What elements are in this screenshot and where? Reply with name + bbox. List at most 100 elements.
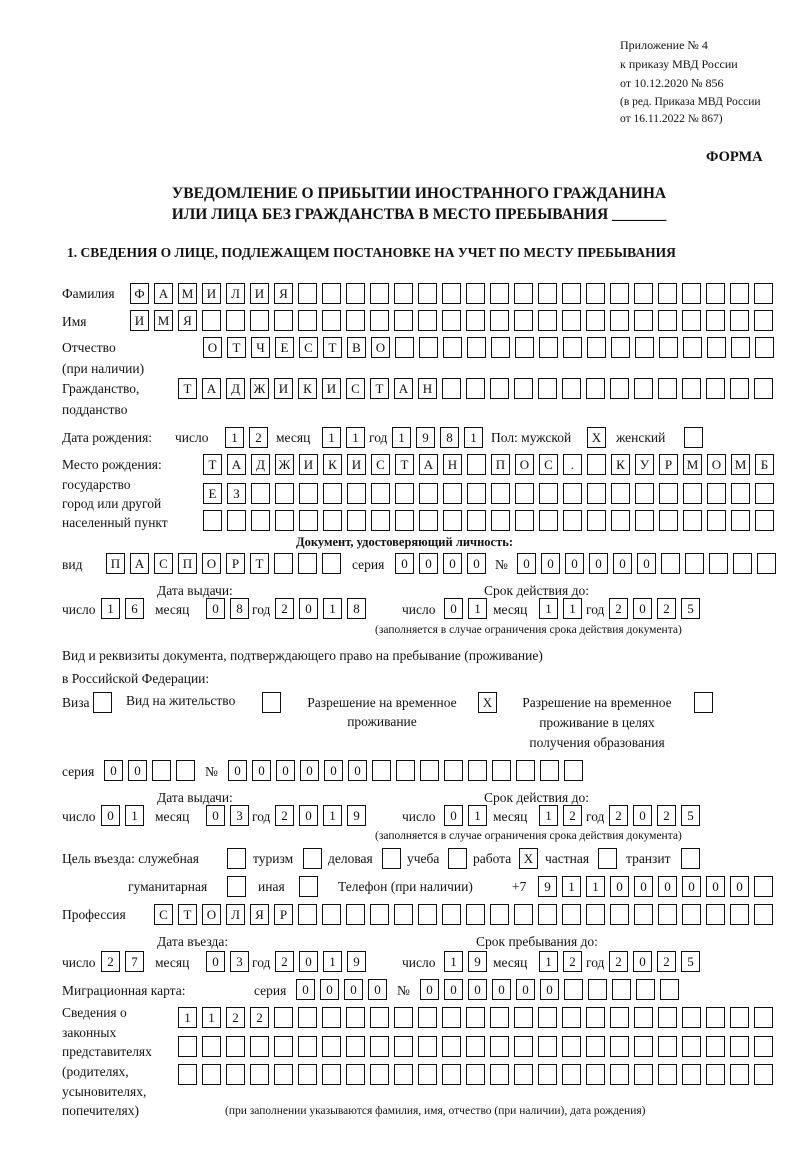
form-cell[interactable]: Ф bbox=[130, 283, 149, 304]
form-cell[interactable] bbox=[298, 1007, 317, 1028]
form-cell[interactable] bbox=[612, 979, 631, 1000]
form-cell[interactable]: 9 bbox=[538, 876, 557, 897]
form-cell[interactable] bbox=[610, 283, 629, 304]
form-cell[interactable] bbox=[395, 510, 414, 531]
form-cell[interactable] bbox=[658, 378, 677, 399]
form-cell[interactable] bbox=[467, 510, 486, 531]
form-cell[interactable] bbox=[658, 283, 677, 304]
form-cell[interactable] bbox=[587, 510, 606, 531]
form-cell[interactable] bbox=[514, 1064, 533, 1085]
form-cell[interactable] bbox=[490, 1064, 509, 1085]
form-cell[interactable]: 2 bbox=[609, 951, 628, 972]
form-cell[interactable] bbox=[754, 876, 773, 897]
form-cell[interactable] bbox=[539, 337, 558, 358]
visa-checkbox[interactable] bbox=[93, 692, 112, 713]
form-cell[interactable] bbox=[467, 483, 486, 504]
form-cell[interactable] bbox=[562, 283, 581, 304]
form-cell[interactable] bbox=[274, 1036, 293, 1057]
form-cell[interactable]: Д bbox=[226, 378, 245, 399]
form-cell[interactable] bbox=[491, 510, 510, 531]
form-cell[interactable]: К bbox=[323, 454, 342, 475]
form-cell[interactable]: 1 bbox=[178, 1007, 197, 1028]
form-cell[interactable]: Т bbox=[227, 337, 246, 358]
form-cell[interactable] bbox=[323, 510, 342, 531]
form-cell[interactable] bbox=[611, 483, 630, 504]
form-cell[interactable] bbox=[634, 1064, 653, 1085]
form-cell[interactable]: 0 bbox=[228, 760, 247, 781]
form-cell[interactable]: 0 bbox=[633, 598, 652, 619]
form-cell[interactable] bbox=[586, 310, 605, 331]
form-cell[interactable]: Т bbox=[178, 904, 197, 925]
form-cell[interactable] bbox=[419, 510, 438, 531]
form-cell[interactable] bbox=[298, 310, 317, 331]
form-cell[interactable]: О bbox=[515, 454, 534, 475]
form-cell[interactable]: Р bbox=[226, 553, 245, 574]
form-cell[interactable] bbox=[562, 1064, 581, 1085]
form-cell[interactable] bbox=[658, 1036, 677, 1057]
form-cell[interactable]: И bbox=[322, 378, 341, 399]
form-cell[interactable] bbox=[709, 553, 728, 574]
form-cell[interactable] bbox=[490, 1036, 509, 1057]
form-cell[interactable] bbox=[706, 1064, 725, 1085]
form-cell[interactable] bbox=[371, 483, 390, 504]
form-cell[interactable]: 0 bbox=[516, 979, 535, 1000]
purpose-business-checkbox[interactable] bbox=[382, 848, 401, 869]
form-cell[interactable]: А bbox=[202, 378, 221, 399]
form-cell[interactable] bbox=[442, 310, 461, 331]
form-cell[interactable] bbox=[659, 337, 678, 358]
form-cell[interactable] bbox=[202, 310, 221, 331]
form-cell[interactable] bbox=[707, 510, 726, 531]
form-cell[interactable] bbox=[706, 1036, 725, 1057]
form-cell[interactable]: М bbox=[178, 283, 197, 304]
form-cell[interactable]: С bbox=[154, 904, 173, 925]
form-cell[interactable] bbox=[610, 1007, 629, 1028]
form-cell[interactable] bbox=[610, 310, 629, 331]
form-cell[interactable]: 0 bbox=[541, 553, 560, 574]
form-cell[interactable]: Т bbox=[370, 378, 389, 399]
form-cell[interactable] bbox=[491, 483, 510, 504]
form-cell[interactable]: 1 bbox=[322, 427, 341, 448]
purpose-official-checkbox[interactable] bbox=[227, 848, 246, 869]
form-cell[interactable] bbox=[634, 904, 653, 925]
form-cell[interactable] bbox=[370, 1036, 389, 1057]
purpose-private-checkbox[interactable] bbox=[598, 848, 617, 869]
form-cell[interactable]: 8 bbox=[230, 598, 249, 619]
form-cell[interactable] bbox=[634, 1007, 653, 1028]
form-cell[interactable]: X bbox=[587, 427, 606, 448]
form-cell[interactable]: 1 bbox=[202, 1007, 221, 1028]
form-cell[interactable] bbox=[682, 378, 701, 399]
form-cell[interactable] bbox=[681, 848, 700, 869]
form-cell[interactable]: 0 bbox=[128, 760, 147, 781]
form-cell[interactable] bbox=[298, 1036, 317, 1057]
form-cell[interactable]: 0 bbox=[206, 598, 225, 619]
form-cell[interactable]: О bbox=[707, 454, 726, 475]
form-cell[interactable]: 7 bbox=[125, 951, 144, 972]
form-cell[interactable]: А bbox=[419, 454, 438, 475]
form-cell[interactable]: И bbox=[347, 454, 366, 475]
form-cell[interactable]: 1 bbox=[323, 951, 342, 972]
form-cell[interactable] bbox=[658, 1007, 677, 1028]
form-cell[interactable]: 2 bbox=[275, 951, 294, 972]
form-cell[interactable] bbox=[322, 283, 341, 304]
form-cell[interactable]: Р bbox=[659, 454, 678, 475]
sex-male-checkbox[interactable]: X bbox=[587, 427, 606, 448]
form-cell[interactable] bbox=[346, 904, 365, 925]
form-cell[interactable]: П bbox=[491, 454, 510, 475]
form-cell[interactable] bbox=[562, 1007, 581, 1028]
form-cell[interactable] bbox=[394, 310, 413, 331]
form-cell[interactable] bbox=[634, 283, 653, 304]
form-cell[interactable] bbox=[303, 848, 322, 869]
form-cell[interactable] bbox=[372, 760, 391, 781]
form-cell[interactable] bbox=[347, 510, 366, 531]
form-cell[interactable]: 0 bbox=[467, 553, 486, 574]
form-cell[interactable] bbox=[586, 1064, 605, 1085]
